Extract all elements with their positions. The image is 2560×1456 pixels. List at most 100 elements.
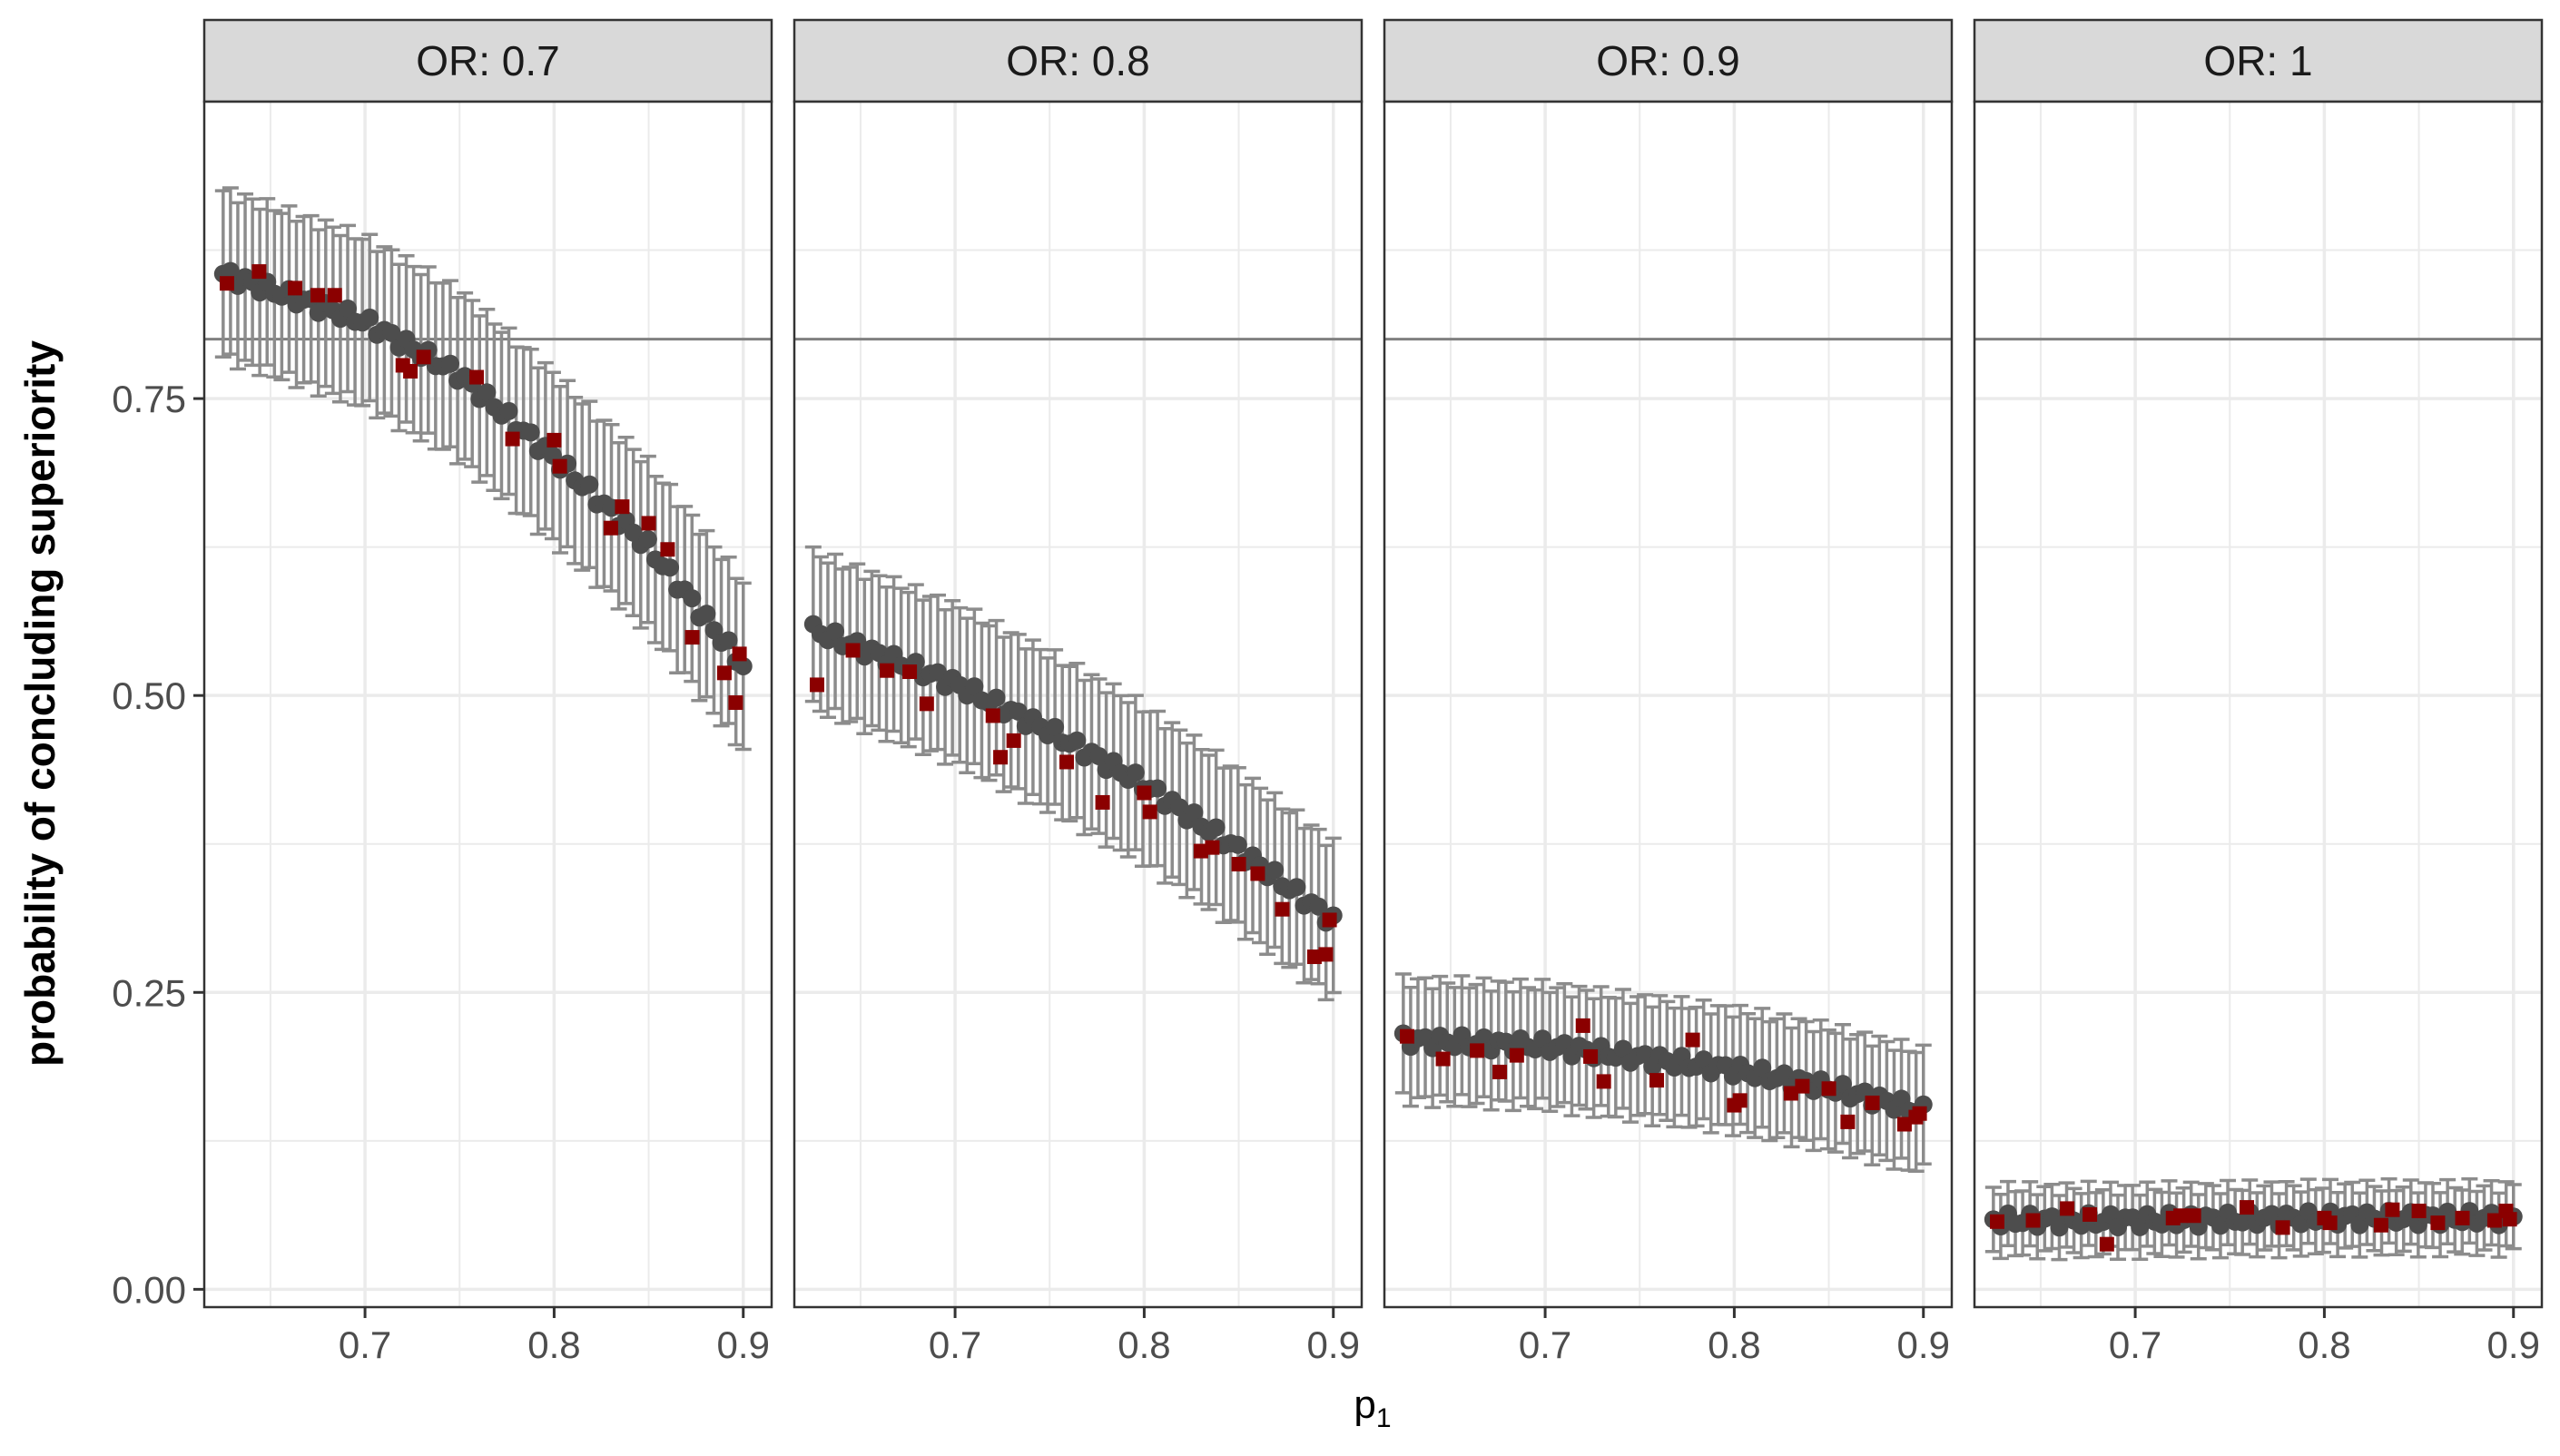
simulated-point [552, 458, 567, 474]
simulated-point [1059, 754, 1074, 770]
simulated-point [1250, 866, 1265, 881]
panel-border [1383, 100, 1954, 1309]
simulated-point [2385, 1202, 2400, 1217]
simulated-point [1685, 1032, 1700, 1048]
y-tick-label: 0.00 [112, 1268, 186, 1311]
estimate-point [734, 656, 753, 675]
simulated-point [660, 542, 675, 557]
simulated-point [2240, 1200, 2254, 1215]
simulated-point [880, 663, 895, 678]
estimate-point [1009, 702, 1028, 721]
estimate-point [683, 589, 702, 608]
simulated-point [2186, 1208, 2201, 1224]
estimate-point [965, 677, 984, 696]
facet-panels: 0.00 0.25 0.50 0.75 OR: 0.7 0.7 0.8 0.9 OR: 0.8 0… [112, 18, 2544, 1366]
panel-border [202, 100, 773, 1309]
estimate-point [1533, 1029, 1552, 1048]
simulated-point [1732, 1093, 1748, 1108]
simulated-point [716, 665, 732, 681]
simulated-point [810, 677, 824, 693]
estimate-point [987, 688, 1006, 707]
simulated-point [1231, 856, 1246, 871]
estimate-point [1753, 1058, 1772, 1077]
y-tick-label: 0.50 [112, 674, 186, 717]
estimate-point [478, 383, 497, 402]
estimate-point [499, 401, 518, 420]
simulated-point [1006, 733, 1021, 748]
simulated-point [2502, 1212, 2517, 1227]
simulated-point [993, 750, 1009, 765]
facet-panel: OR: 0.8 0.7 0.8 0.9 [793, 18, 1364, 1366]
simulated-point [469, 369, 484, 385]
simulated-point [2025, 1213, 2041, 1228]
estimate-point [697, 605, 716, 624]
x-tick-label: 0.7 [929, 1323, 981, 1366]
estimate-point [1089, 747, 1108, 766]
simulated-point [327, 288, 342, 303]
x-tick-label: 0.9 [1307, 1323, 1360, 1366]
simulated-point [1193, 843, 1208, 859]
x-tick-label: 0.9 [1897, 1323, 1950, 1366]
estimate-point [382, 323, 401, 342]
x-tick-label: 0.8 [527, 1323, 580, 1366]
y-tick-label: 0.25 [112, 971, 186, 1014]
simulated-point [1583, 1048, 1599, 1064]
x-tick-label: 0.9 [2487, 1323, 2540, 1366]
estimate-point [440, 354, 459, 373]
facet-strip-label: OR: 0.8 [1006, 37, 1150, 84]
simulated-point [1840, 1114, 1856, 1129]
facet-panel: OR: 0.9 0.7 0.8 0.9 [1383, 18, 1954, 1366]
simulated-point [684, 630, 700, 645]
x-tick-label: 0.7 [339, 1323, 391, 1366]
estimate-point [1148, 779, 1167, 798]
simulated-point [505, 431, 520, 447]
x-axis-title-subscript: 1 [1376, 1403, 1392, 1433]
simulated-point [288, 280, 302, 296]
estimate-point [221, 261, 240, 280]
simulated-point [1318, 947, 1334, 962]
simulated-point [1649, 1073, 1664, 1088]
simulated-point [1596, 1074, 1611, 1089]
simulated-point [919, 696, 934, 712]
facet-strip-label: OR: 0.9 [1596, 37, 1740, 84]
simulated-point [1322, 912, 1337, 928]
estimate-point [1185, 802, 1204, 821]
facet-strip [793, 18, 1364, 103]
estimate-point [719, 631, 738, 650]
simulated-point [845, 643, 861, 658]
simulated-point [1509, 1048, 1524, 1063]
simulated-point [2173, 1208, 2189, 1224]
simulated-point [1205, 840, 1220, 855]
simulated-point [546, 432, 562, 448]
simulated-point [2430, 1215, 2446, 1231]
estimate-point [1613, 1039, 1632, 1058]
simulated-points [1990, 1200, 2517, 1252]
y-tick-label: 0.75 [112, 378, 186, 420]
estimate-point [929, 663, 948, 682]
estimate-point [339, 299, 358, 318]
x-tick-label: 0.8 [2298, 1323, 2350, 1366]
simulated-point [1821, 1081, 1836, 1097]
estimate-point [1694, 1050, 1713, 1069]
simulated-point [1492, 1064, 1508, 1079]
simulated-point [641, 516, 656, 531]
x-tick-label: 0.7 [2109, 1323, 2161, 1366]
x-axis-title: p1 [1354, 1382, 1391, 1433]
simulated-point [1896, 1117, 1912, 1132]
facet-strip-label: OR: 0.7 [416, 37, 560, 84]
simulated-point [902, 664, 918, 680]
estimate-point [360, 308, 379, 327]
estimate-point [826, 622, 845, 641]
simulated-point [2322, 1215, 2338, 1231]
estimate-point [1228, 835, 1247, 854]
estimate-point [1046, 717, 1065, 736]
simulated-point [1990, 1214, 2004, 1229]
panel-border [1973, 100, 2544, 1309]
simulated-point [2411, 1204, 2427, 1219]
simulated-points [220, 264, 747, 711]
estimate-point [1287, 878, 1306, 897]
simulated-point [732, 646, 747, 662]
simulated-point [220, 276, 234, 291]
simulated-point [1095, 794, 1110, 810]
